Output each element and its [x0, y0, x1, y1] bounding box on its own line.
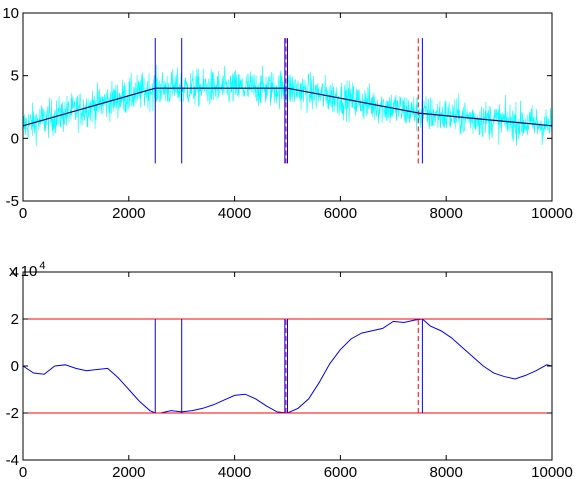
y-tick-label: 0 [11, 130, 19, 147]
bottom-plot-multiplier: x 10 4 [9, 260, 45, 280]
y-tick-label: 10 [2, 5, 19, 22]
x-tick-label: 10000 [531, 464, 573, 479]
y-tick-label: 4 [11, 264, 19, 281]
x-tick-label: 8000 [430, 464, 463, 479]
x-tick-label: 10000 [531, 205, 573, 222]
top-plot-content [22, 38, 553, 164]
x-tick-label: 0 [19, 464, 27, 479]
x-tick-label: 6000 [324, 205, 357, 222]
multiplier-base: x 10 [9, 263, 37, 280]
y-tick-label: -4 [6, 452, 19, 469]
x-tick-label: 2000 [112, 464, 145, 479]
y-tick-label: 0 [11, 358, 19, 375]
bottom-plot-content [22, 318, 553, 414]
x-tick-label: 8000 [430, 205, 463, 222]
y-tick-label: 2 [11, 311, 19, 328]
y-tick-label: -5 [6, 193, 19, 210]
x-tick-label: 2000 [112, 205, 145, 222]
x-tick-label: 0 [19, 205, 27, 222]
y-tick-label: -2 [6, 405, 19, 422]
y-tick-label: 5 [11, 68, 19, 85]
top-plot-frame [22, 12, 553, 202]
x-tick-label: 6000 [324, 464, 357, 479]
x-tick-label: 4000 [218, 464, 251, 479]
multiplier-exponent: 4 [39, 260, 45, 272]
bottom-plot: 0 2000 4000 6000 8000 10000 -4 -2 0 2 4 x 10 4 [6, 260, 573, 479]
x-tick-label: 4000 [218, 205, 251, 222]
bottom-plot-ticks: 0 2000 4000 6000 8000 10000 -4 -2 0 2 4 [6, 264, 573, 479]
